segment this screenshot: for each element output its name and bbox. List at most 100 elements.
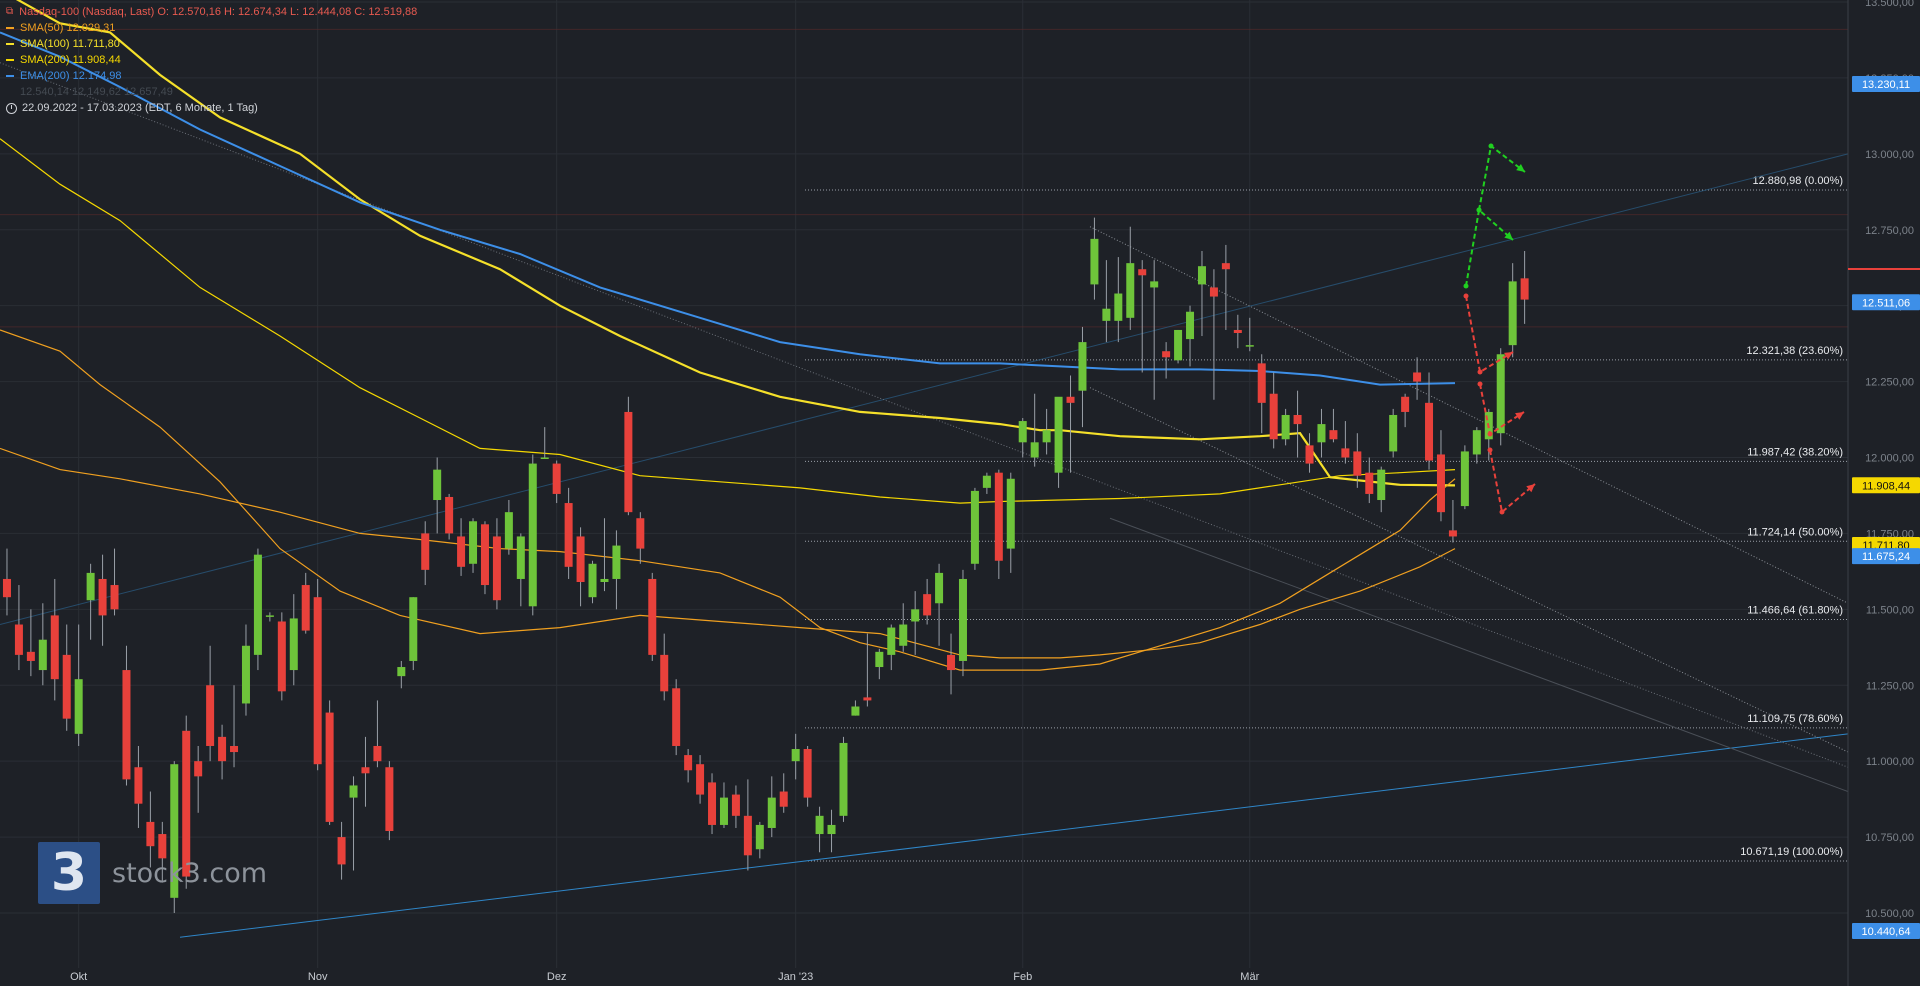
candle-body (1425, 402, 1434, 461)
candle-body (1006, 478, 1015, 549)
candle-body (265, 615, 274, 617)
candle-body (958, 578, 967, 661)
legend-ema200[interactable]: EMA(200) 12.174,98 (6, 68, 417, 84)
price-tick-label: 11.250,00 (1866, 680, 1914, 692)
candle-body (14, 624, 23, 655)
candle-body (26, 651, 35, 661)
ema200-swatch (6, 75, 14, 77)
time-tick-label: Okt (70, 971, 87, 983)
price-tick-label: 12.750,00 (1865, 225, 1914, 237)
candle-body (325, 712, 334, 822)
candle-body (803, 749, 812, 798)
legend-header-text: Nasdaq-100 (Nasdaq, Last) O: 12.570,16 H… (19, 6, 418, 18)
candle-body (253, 554, 262, 655)
legend-header: ⧉ Nasdaq-100 (Nasdaq, Last) O: 12.570,16… (6, 4, 417, 20)
candle-body (1054, 396, 1063, 473)
candle-body (492, 536, 501, 601)
candle-body (206, 685, 215, 746)
clock-icon (6, 102, 17, 114)
candle-body (564, 503, 573, 567)
fib-label: 12.321,38 (23.60%) (1746, 345, 1843, 357)
bull-arrow-2-head (1516, 163, 1525, 172)
candle-body (182, 730, 191, 877)
fib-label: 12.880,98 (0.00%) (1752, 175, 1843, 187)
price-tag (1852, 477, 1920, 494)
candle-body (1162, 351, 1171, 358)
legend-sma200[interactable]: SMA(200) 11.908,44 (6, 52, 417, 68)
price-tick-label: 13.500,00 (1865, 0, 1914, 9)
bear-arrow-2-node (1477, 381, 1483, 387)
candle-body (672, 688, 681, 746)
candle-body (540, 457, 549, 459)
bear-arrow-1 (1465, 295, 1514, 374)
candle-body (1281, 414, 1290, 440)
candle-body (218, 736, 227, 762)
candle-body (935, 572, 944, 604)
candle-body (301, 585, 310, 631)
price-tag (1852, 75, 1920, 92)
candle-body (158, 834, 167, 859)
sma100-label: SMA(100) 11.711,80 (20, 38, 120, 50)
bear-arrow-1-head (1504, 352, 1513, 360)
candle-body (349, 785, 358, 798)
candle-body (385, 767, 394, 832)
candle-body (1078, 342, 1087, 391)
bull-arrow-2-node (1488, 143, 1494, 149)
candle-body (743, 815, 752, 856)
candle-body (337, 837, 346, 865)
bear-arrow-3-node (1499, 509, 1505, 515)
candle-body (1150, 281, 1159, 288)
candle-body (600, 578, 609, 583)
price-tag-label: 10.440,64 (1862, 926, 1911, 938)
bear-arrow-1-node (1477, 369, 1483, 375)
bear-arrow-2-node (1487, 431, 1493, 437)
candle-body (1401, 396, 1410, 412)
candle-body (110, 585, 119, 610)
candle-body (38, 639, 47, 671)
channel-lower (1089, 387, 1849, 753)
time-tick-label: Feb (1013, 971, 1032, 983)
price-tick-label: 11.500,00 (1866, 604, 1914, 616)
candle-body (1413, 372, 1422, 382)
candle-body (1090, 238, 1099, 285)
instrument-icon: ⧉ (6, 6, 14, 17)
candle-body (373, 745, 382, 762)
candle-body (767, 797, 776, 828)
candle-body (313, 597, 322, 765)
candle-body (1138, 269, 1147, 276)
upper-trendline (0, 153, 1849, 626)
candle-body (1197, 266, 1206, 285)
time-tick-label: Nov (308, 971, 328, 983)
legend-sma100[interactable]: SMA(100) 11.711,80 (6, 36, 417, 52)
price-tag (1852, 548, 1920, 565)
candle-body (552, 463, 561, 494)
candle-body (1448, 530, 1457, 537)
candle-body (660, 654, 669, 692)
legend-sma50[interactable]: SMA(50) 12.029,31 (6, 20, 417, 36)
candle-body (1436, 454, 1445, 513)
candle-body (445, 496, 454, 534)
sma200-swatch (6, 59, 14, 61)
ema200-line (0, 31, 1456, 386)
date-range[interactable]: 22.09.2022 - 17.03.2023 (EDT, 6 Monate, … (6, 102, 258, 114)
price-tag-label: 13.230,11 (1862, 79, 1910, 91)
candle-body (1496, 354, 1505, 434)
bull-arrow-1-node (1463, 283, 1469, 289)
fib-label: 11.724,14 (50.00%) (1747, 526, 1843, 538)
price-tick-label: 11.000,00 (1866, 756, 1914, 768)
sma200-label: SMA(200) 11.908,44 (20, 54, 121, 66)
candle-body (982, 475, 991, 488)
price-tag-label: 11.675,24 (1862, 551, 1910, 563)
candle-body (612, 545, 621, 579)
candle-body (1341, 448, 1350, 458)
bear-arrow-2-head (1515, 412, 1524, 420)
sma100-swatch (6, 43, 14, 45)
candle-body (469, 521, 478, 564)
candle-body (170, 764, 179, 898)
price-tag (1852, 294, 1920, 311)
candle-body (1114, 293, 1123, 321)
candle-body (827, 824, 836, 835)
